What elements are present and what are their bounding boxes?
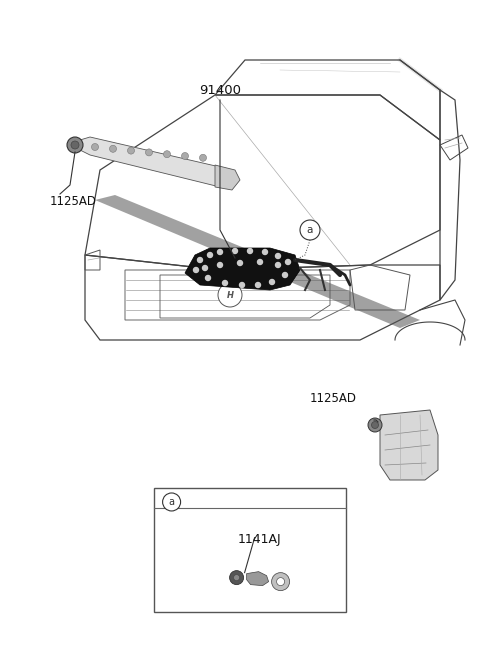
Circle shape — [218, 283, 242, 307]
Circle shape — [272, 572, 289, 591]
Circle shape — [255, 282, 261, 288]
Circle shape — [71, 141, 79, 149]
Circle shape — [372, 422, 379, 428]
Circle shape — [286, 259, 290, 265]
Circle shape — [200, 155, 206, 161]
Circle shape — [164, 151, 170, 158]
Circle shape — [232, 248, 238, 253]
Text: 91400: 91400 — [199, 84, 241, 97]
Circle shape — [92, 143, 98, 151]
Text: 1125AD: 1125AD — [50, 195, 97, 208]
Circle shape — [248, 248, 252, 253]
Bar — [154, 488, 346, 612]
Circle shape — [269, 280, 275, 284]
Text: a: a — [168, 497, 175, 507]
Circle shape — [67, 137, 83, 153]
Circle shape — [257, 259, 263, 265]
Polygon shape — [95, 195, 420, 328]
Circle shape — [193, 267, 199, 272]
Circle shape — [276, 578, 285, 586]
Circle shape — [234, 574, 240, 580]
Circle shape — [197, 257, 203, 263]
Polygon shape — [185, 248, 300, 290]
Circle shape — [368, 418, 382, 432]
Circle shape — [276, 263, 280, 267]
Circle shape — [300, 220, 320, 240]
Circle shape — [263, 250, 267, 255]
Circle shape — [109, 145, 117, 153]
Circle shape — [163, 493, 180, 511]
Circle shape — [181, 153, 189, 160]
Text: H: H — [227, 291, 233, 301]
Circle shape — [229, 571, 243, 585]
Polygon shape — [247, 572, 269, 586]
Circle shape — [238, 261, 242, 265]
Circle shape — [217, 250, 223, 255]
Polygon shape — [75, 137, 225, 187]
Circle shape — [203, 265, 207, 271]
Circle shape — [240, 282, 244, 288]
Text: 1125AD: 1125AD — [310, 392, 357, 405]
Text: 1141AJ: 1141AJ — [238, 533, 281, 546]
Text: a: a — [307, 225, 313, 235]
Polygon shape — [215, 165, 240, 190]
Circle shape — [283, 272, 288, 278]
Circle shape — [223, 280, 228, 286]
Circle shape — [205, 276, 211, 280]
Circle shape — [207, 252, 213, 257]
Circle shape — [276, 253, 280, 259]
Circle shape — [128, 147, 134, 154]
Polygon shape — [380, 410, 438, 480]
Circle shape — [217, 263, 223, 267]
Circle shape — [145, 149, 153, 156]
